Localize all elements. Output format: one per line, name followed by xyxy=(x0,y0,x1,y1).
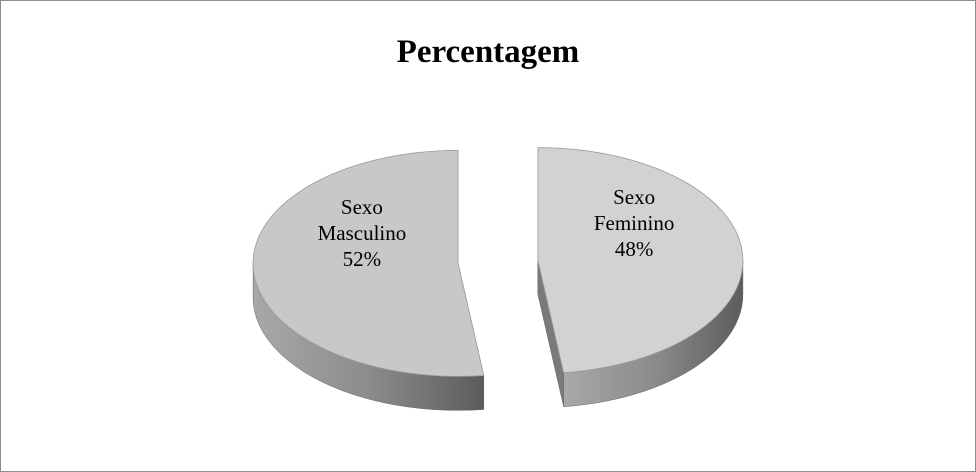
slice xyxy=(537,147,744,374)
slice xyxy=(252,149,485,377)
chart-title: Percentagem xyxy=(396,34,580,70)
value-label: 48% xyxy=(614,237,654,262)
category-label: Sexo Masculino xyxy=(317,194,407,245)
value-label: 52% xyxy=(342,246,382,271)
data-label: Sexo Masculino 52% xyxy=(307,194,417,272)
data-label: Sexo Feminino 48% xyxy=(579,184,689,262)
category-label: Sexo Feminino xyxy=(593,185,675,236)
